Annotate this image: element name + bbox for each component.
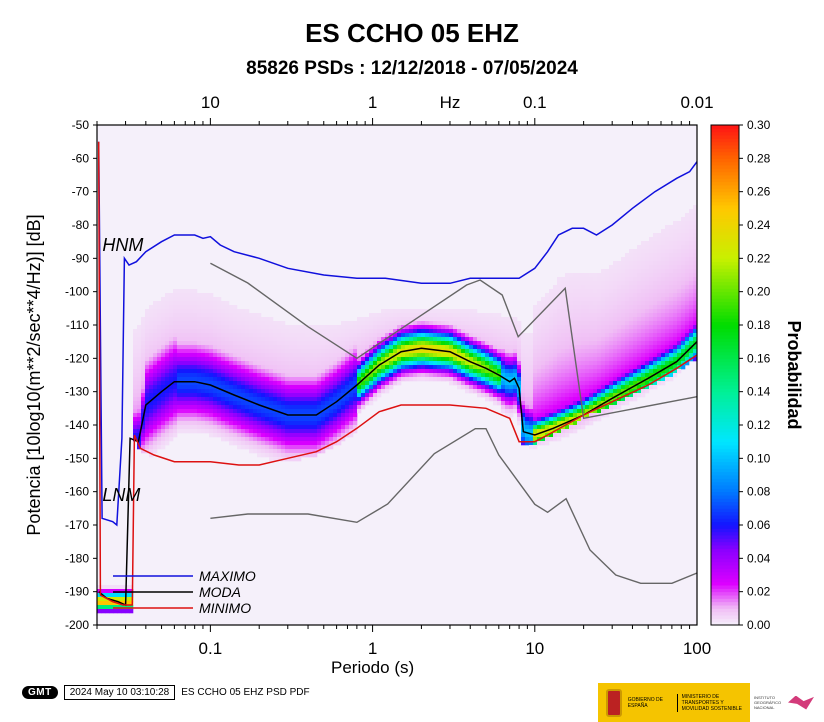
- annotation-lnm: LNM: [102, 485, 140, 505]
- y-tick-label: -70: [72, 185, 90, 199]
- ministry-text: MINISTERIO DE TRANSPORTES Y MOVILIDAD SO…: [676, 693, 750, 712]
- colorbar-tick-label: 0.20: [747, 285, 771, 299]
- y-tick-label: -80: [72, 218, 90, 232]
- y-tick-label: -50: [72, 118, 90, 132]
- colorbar-frame: [710, 124, 740, 626]
- ign-text: INSTITUTO GEOGRÁFICO NACIONAL: [754, 695, 782, 710]
- colorbar-tick-label: 0.28: [747, 151, 771, 165]
- density-heatmap: [97, 125, 697, 625]
- colorbar-tick-label: 0.30: [747, 118, 771, 132]
- colorbar-tick-label: 0.24: [747, 218, 771, 232]
- chart-subtitle: 85826 PSDs : 12/12/2018 - 07/05/2024: [246, 58, 578, 79]
- ign-logo: INSTITUTO GEOGRÁFICO NACIONAL: [750, 683, 824, 722]
- colorbar-tick-label: 0.22: [747, 251, 771, 265]
- top-tick-label: 10: [201, 93, 220, 112]
- colorbar-tick-label: 0.12: [747, 418, 771, 432]
- gov-text: GOBIERNO DE ESPAÑA: [627, 696, 664, 709]
- timestamp: 2024 May 10 03:10:28: [63, 685, 176, 700]
- y-tick-label: -90: [72, 251, 90, 265]
- annotation-hnm: HNM: [102, 235, 143, 255]
- plot-frame: [96, 124, 698, 626]
- series-minimo-line: [97, 141, 697, 606]
- footer-caption: ES CCHO 05 EHZ PSD PDF: [181, 687, 310, 698]
- x-tick-label: 0.1: [199, 639, 223, 658]
- y-axis-label: Potencia [10log10(m**2/sec**4/Hz)] [dB]: [24, 214, 44, 535]
- x-tick-label: 10: [525, 639, 544, 658]
- y-tick-label: -100: [65, 285, 89, 299]
- y-tick-label: -200: [65, 618, 89, 632]
- y-tick-label: -190: [65, 585, 89, 599]
- series-moda-line: [98, 341, 697, 607]
- colorbar: 0.00 0.02 0.04 0.06 0.08 0.10 0.12 0.14 0.16 0.18…: [710, 118, 804, 632]
- footer: GMT 2024 May 10 03:10:28 ES CCHO 05 EHZ …: [22, 685, 310, 700]
- y-tick-label: -180: [65, 551, 89, 565]
- colorbar-tick-label: 0.02: [747, 585, 771, 599]
- y-tick-label: -170: [65, 518, 89, 532]
- series-maximo-line: [97, 141, 697, 527]
- y-tick-label: -130: [65, 385, 89, 399]
- series-lnm-line: [210, 428, 697, 584]
- y-tick-label: -120: [65, 351, 89, 365]
- y-tick-label: -150: [65, 451, 89, 465]
- legend-label: MAXIMO: [199, 568, 256, 584]
- gmt-badge: GMT: [22, 686, 58, 699]
- colorbar-tick-label: 0.00: [747, 618, 771, 632]
- colorbar-label: Probabilidad: [784, 320, 804, 429]
- y-tick-label: -160: [65, 485, 89, 499]
- y-tick-label: -60: [72, 151, 90, 165]
- chart-title: ES CCHO 05 EHZ: [305, 18, 519, 48]
- colorbar-tick-label: 0.08: [747, 485, 771, 499]
- ign-mark-icon: [788, 695, 814, 710]
- y-tick-label: -110: [66, 318, 89, 332]
- colorbar-tick-label: 0.04: [747, 551, 771, 565]
- colorbar-tick-label: 0.10: [747, 451, 771, 465]
- x-tick-label: 100: [683, 639, 711, 658]
- colorbar-tick-label: 0.06: [747, 518, 771, 532]
- colorbar-tick-label: 0.26: [747, 185, 771, 199]
- institution-logos: GOBIERNO DE ESPAÑA MINISTERIO DE TRANSPO…: [598, 683, 824, 722]
- x-tick-label: 1: [368, 639, 377, 658]
- government-logo: GOBIERNO DE ESPAÑA MINISTERIO DE TRANSPO…: [598, 683, 750, 722]
- top-axis-label: Hz: [440, 93, 461, 112]
- colorbar-tick-label: 0.18: [747, 318, 771, 332]
- legend-label: MINIMO: [199, 600, 251, 616]
- x-axis-label: Periodo (s): [331, 658, 414, 677]
- top-tick-label: 1: [368, 93, 377, 112]
- legend-label: MODA: [199, 584, 241, 600]
- colorbar-tick-label: 0.14: [747, 385, 771, 399]
- colorbar-tick-label: 0.16: [747, 351, 771, 365]
- coat-of-arms-icon: [606, 688, 622, 717]
- top-tick-label: 0.01: [680, 93, 713, 112]
- y-tick-label: -140: [65, 418, 89, 432]
- series-hnm-line: [210, 262, 697, 420]
- top-tick-label: 0.1: [523, 93, 547, 112]
